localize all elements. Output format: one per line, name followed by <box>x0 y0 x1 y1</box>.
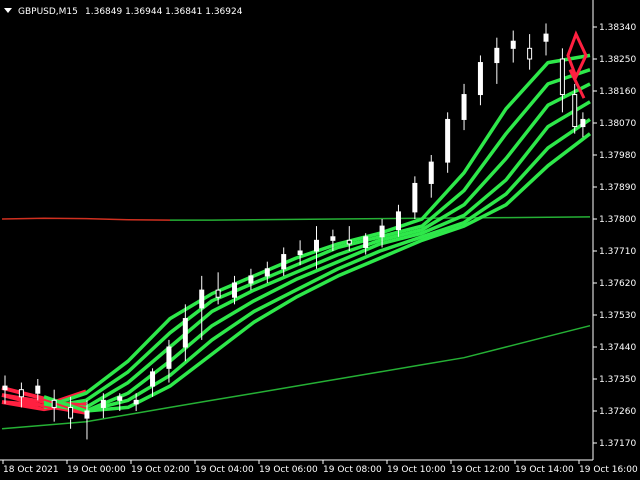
price-tick-label: 1.38250 <box>599 55 636 65</box>
price-tick-label: 1.37170 <box>599 439 636 449</box>
ohlc-values: 1.36849 1.36944 1.36841 1.36924 <box>85 7 243 17</box>
time-tick-label: 19 Oct 14:00 <box>515 465 574 475</box>
candle-body <box>580 118 586 128</box>
time-tick-label: 19 Oct 08:00 <box>323 465 382 475</box>
time-tick-label: 19 Oct 16:00 <box>579 465 638 475</box>
time-tick-label: 19 Oct 12:00 <box>451 465 510 475</box>
candle-body <box>117 396 123 401</box>
candle-body <box>527 47 533 60</box>
candle-body <box>543 33 549 42</box>
candle-body <box>264 268 270 277</box>
price-tick-label: 1.37440 <box>599 343 636 353</box>
time-tick-label: 18 Oct 2021 <box>3 465 59 475</box>
price-tick-label: 1.38070 <box>599 119 636 129</box>
ribbon-line-up <box>43 117 591 413</box>
price-tick-label: 1.37530 <box>599 311 636 321</box>
candle-body <box>346 239 352 245</box>
candle-body <box>215 289 221 298</box>
ribbon-tail-down <box>568 69 586 99</box>
candle-body <box>84 410 90 419</box>
flat-ma-line-up <box>170 216 591 221</box>
candle-body <box>477 62 483 96</box>
candle-body <box>281 254 287 270</box>
candle-body <box>297 250 303 256</box>
candle-body <box>248 275 254 284</box>
candle-body <box>559 58 565 96</box>
candle-body <box>330 236 336 241</box>
candle-body <box>68 406 74 419</box>
ribbon-line-up <box>43 82 591 410</box>
price-axis: 1.38340 1.38250 1.38160 1.38070 1.37980 1.378… <box>593 23 636 449</box>
candle-body <box>412 182 418 213</box>
candle-body <box>2 385 8 391</box>
candle-body <box>133 399 139 405</box>
candle-body <box>494 47 500 64</box>
price-tick-label: 1.37350 <box>599 375 636 385</box>
candle-body <box>182 318 188 348</box>
candle-body <box>445 118 451 163</box>
time-tick-label: 19 Oct 00:00 <box>67 465 126 475</box>
time-axis: 18 Oct 2021 19 Oct 00:00 19 Oct 02:00 19 Oc… <box>2 460 638 475</box>
time-tick-label: 19 Oct 06:00 <box>259 465 318 475</box>
candle-body <box>199 289 205 309</box>
ribbon-tail-down <box>566 30 588 81</box>
candle-body <box>379 225 385 238</box>
candle-body <box>313 239 319 252</box>
dropdown-triangle-icon[interactable] <box>4 8 12 13</box>
time-tick-label: 19 Oct 10:00 <box>387 465 446 475</box>
candle-body <box>572 94 578 128</box>
chart-header: GBPUSD,M15 1.36849 1.36944 1.36841 1.369… <box>4 7 243 17</box>
candle-body <box>428 161 434 184</box>
price-tick-label: 1.38340 <box>599 23 636 33</box>
ribbon-line-up <box>43 68 591 410</box>
price-tick-label: 1.37890 <box>599 183 636 193</box>
price-tick-label: 1.37800 <box>599 215 636 225</box>
flat-ma-line-down <box>1 217 171 221</box>
price-tick-label: 1.37620 <box>599 279 636 289</box>
candle-body <box>510 40 516 49</box>
candle-body <box>35 385 41 394</box>
candle-body <box>395 211 401 231</box>
price-tick-label: 1.37980 <box>599 151 636 161</box>
candle-body <box>150 371 156 387</box>
time-tick-label: 19 Oct 02:00 <box>131 465 190 475</box>
ribbon-line-up <box>43 100 591 413</box>
candle-body <box>166 346 172 369</box>
plot-area[interactable] <box>1 23 592 440</box>
price-tick-label: 1.37260 <box>599 407 636 417</box>
candle-body <box>461 94 467 120</box>
price-tick-label: 1.38160 <box>599 87 636 97</box>
time-tick-label: 19 Oct 04:00 <box>195 465 254 475</box>
long-ma-line <box>1 324 591 430</box>
candle-body <box>232 282 238 298</box>
price-tick-label: 1.37710 <box>599 247 636 257</box>
candle-body <box>100 399 106 408</box>
candle-body <box>18 389 24 398</box>
candle-body <box>363 236 369 248</box>
symbol-label: GBPUSD,M15 <box>18 7 78 17</box>
candle-body <box>51 399 57 408</box>
